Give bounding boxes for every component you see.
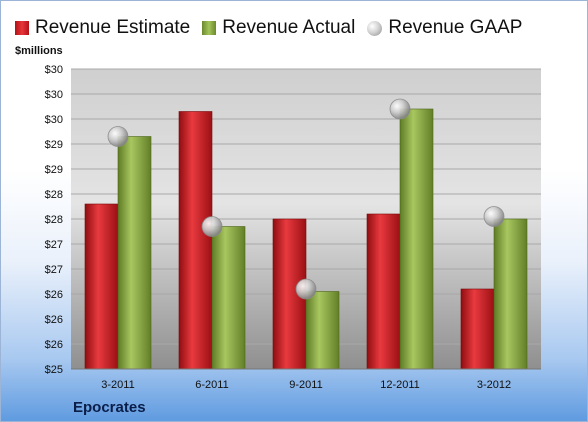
y-tick-label: $29 [45, 164, 63, 176]
bar-revenue-actual [493, 218, 528, 370]
x-tick-label: 3-2012 [477, 379, 511, 391]
bar-revenue-estimate [460, 288, 495, 370]
bar-revenue-actual [211, 226, 246, 370]
x-tick-label: 12-2011 [380, 379, 420, 391]
y-tick-label: $27 [45, 264, 63, 276]
legend-swatch-estimate [15, 21, 29, 35]
bar-revenue-actual [117, 136, 152, 370]
legend-item-estimate: Revenue Estimate [15, 17, 190, 39]
legend-item-actual: Revenue Actual [202, 17, 355, 39]
marker-revenue-gaap [483, 206, 505, 227]
y-tick-label: $26 [45, 339, 63, 351]
bar-revenue-estimate [84, 203, 119, 370]
y-tick-label: $26 [45, 314, 63, 326]
marker-revenue-gaap [295, 278, 317, 300]
legend-swatch-actual [202, 21, 217, 35]
y-tick-label: $30 [45, 64, 63, 76]
marker-revenue-gaap [201, 216, 223, 237]
legend-label-gaap: Revenue GAAP [388, 17, 523, 38]
bar-revenue-actual [305, 291, 340, 370]
bar-revenue-estimate [178, 111, 213, 370]
x-tick-label: 3-2011 [101, 379, 134, 391]
x-tick-label: 9-2011 [289, 379, 322, 391]
y-tick-label: $30 [45, 89, 63, 101]
y-tick-label: $25 [45, 364, 63, 376]
y-tick-label: $29 [45, 139, 63, 151]
marker-revenue-gaap [389, 98, 411, 120]
legend: Revenue Estimate Revenue Actual Revenue … [15, 15, 534, 41]
legend-item-gaap: Revenue GAAP [367, 17, 522, 39]
x-tick-label: 6-2011 [195, 379, 228, 391]
y-tick-label: $26 [45, 289, 63, 301]
bar-revenue-actual [399, 108, 434, 370]
y-axis-unit-label: $millions [15, 45, 63, 57]
marker-revenue-gaap [107, 126, 129, 147]
y-tick-label: $27 [45, 239, 63, 251]
legend-label-estimate: Revenue Estimate [35, 17, 191, 38]
y-tick-label: $28 [45, 214, 63, 226]
legend-label-actual: Revenue Actual [222, 17, 356, 38]
company-name: Epocrates [73, 399, 146, 416]
bar-revenue-estimate [366, 213, 401, 370]
y-tick-label: $28 [45, 189, 63, 201]
y-tick-label: $30 [45, 114, 63, 126]
legend-swatch-gaap [367, 20, 383, 36]
